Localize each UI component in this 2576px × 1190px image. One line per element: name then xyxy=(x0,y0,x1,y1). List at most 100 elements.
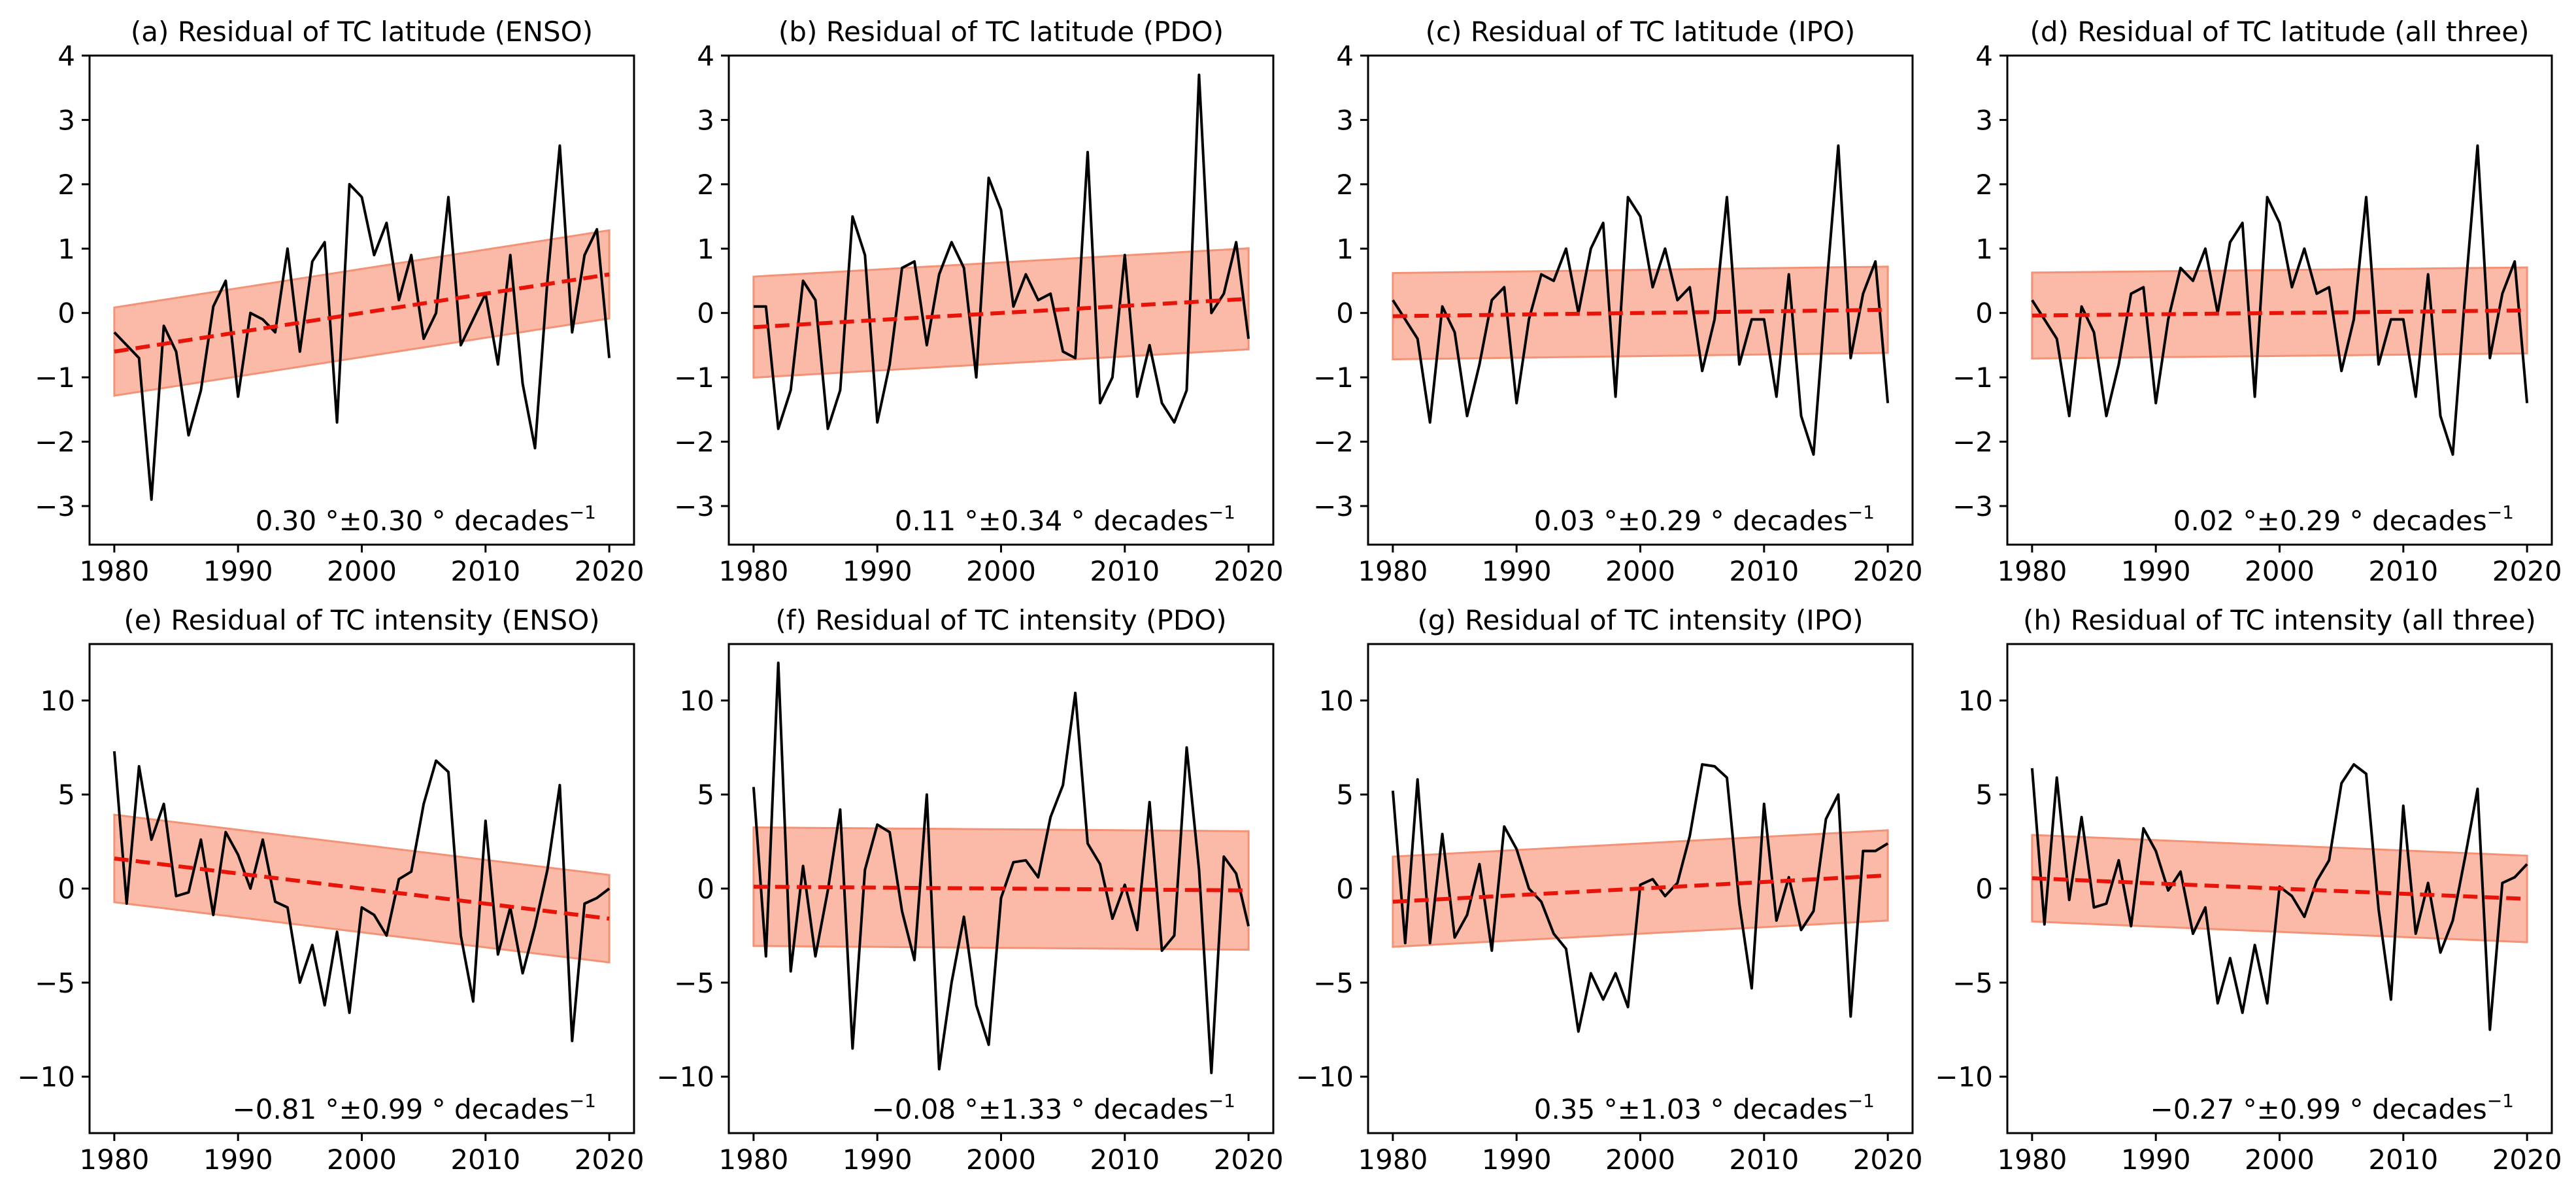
x-tick-label: 1990 xyxy=(1482,555,1552,587)
y-tick-label: 5 xyxy=(1975,779,1993,811)
y-tick-label: 4 xyxy=(1336,40,1354,72)
x-tick-label: 2020 xyxy=(575,555,644,587)
y-tick-label: 4 xyxy=(697,40,714,72)
x-tick-label: 2010 xyxy=(1729,1144,1799,1176)
y-tick-label: 2 xyxy=(697,169,714,201)
panel-a: 1980 1990 2000 2010 2020 4 3 2 1 0 −1 −2 −3 (a) Resid… xyxy=(35,16,644,587)
residual-line xyxy=(2031,144,2529,456)
residual-line xyxy=(113,144,611,502)
y-tick-label: 0 xyxy=(1975,873,1993,905)
x-tick-label: 1990 xyxy=(843,555,912,587)
panel-title: (b) Residual of TC latitude (PDO) xyxy=(778,16,1224,48)
y-tick-label: 5 xyxy=(697,779,714,811)
trend-annotation: −0.08 °±1.33 ° decades−1 xyxy=(872,1090,1235,1125)
x-tick-label: 2020 xyxy=(1853,555,1923,587)
trend-annotation: −0.81 °±0.99 ° decades−1 xyxy=(233,1090,596,1125)
x-tick-label: 2010 xyxy=(1090,555,1160,587)
y-tick-label: 1 xyxy=(697,233,714,265)
y-tick-label: 10 xyxy=(1958,685,1993,717)
x-tick-label: 2020 xyxy=(1214,555,1284,587)
y-tick-label: −1 xyxy=(674,362,714,394)
y-tick-label: −5 xyxy=(1313,967,1354,999)
y-tick-label: −10 xyxy=(17,1061,75,1093)
x-tick-label: 2000 xyxy=(2245,555,2315,587)
panel-title: (d) Residual of TC latitude (all three) xyxy=(2030,16,2530,48)
y-tick-label: 1 xyxy=(1975,233,1993,265)
trend-annotation: 0.03 °±0.29 ° decades−1 xyxy=(1534,502,1875,537)
y-tick-label: 4 xyxy=(1975,40,1993,72)
trend-annotation: 0.30 °±0.30 ° decades−1 xyxy=(256,502,596,537)
x-tick-label: 1990 xyxy=(1482,1144,1552,1176)
x-tick-label: 2010 xyxy=(2368,555,2438,587)
y-tick-label: −5 xyxy=(674,967,714,999)
y-tick-label: 1 xyxy=(58,233,75,265)
y-tick-label: −10 xyxy=(1296,1061,1354,1093)
residual-line xyxy=(752,661,1250,1074)
x-tick-label: 1980 xyxy=(1358,555,1428,587)
y-tick-label: −3 xyxy=(674,490,714,522)
x-tick-label: 1980 xyxy=(1997,1144,2067,1176)
x-tick-label: 1990 xyxy=(843,1144,912,1176)
residual-line xyxy=(112,751,611,1042)
y-tick-label: 0 xyxy=(697,298,714,330)
x-tick-label: 1980 xyxy=(1358,1144,1428,1176)
x-tick-label: 2010 xyxy=(450,1144,520,1176)
y-tick-label: −1 xyxy=(1952,362,1993,394)
panel-title: (c) Residual of TC latitude (IPO) xyxy=(1426,16,1856,48)
y-tick-label: 0 xyxy=(58,873,75,905)
x-tick-label: 2000 xyxy=(327,1144,397,1176)
x-tick-label: 2000 xyxy=(1605,555,1675,587)
y-tick-label: 3 xyxy=(697,104,714,136)
panel-title: (h) Residual of TC intensity (all three) xyxy=(2023,604,2536,636)
trend-line xyxy=(753,297,1249,330)
x-tick-label: 1980 xyxy=(79,555,149,587)
y-tick-label: 0 xyxy=(1336,873,1354,905)
y-tick-label: −1 xyxy=(35,362,75,394)
trend-annotation: 0.02 °±0.29 ° decades−1 xyxy=(2173,502,2514,537)
panel-title: (e) Residual of TC intensity (ENSO) xyxy=(124,604,599,636)
x-tick-label: 2020 xyxy=(575,1144,644,1176)
y-tick-label: −3 xyxy=(35,490,75,522)
y-tick-label: 5 xyxy=(1336,779,1354,811)
panel-title: (f) Residual of TC intensity (PDO) xyxy=(775,604,1226,636)
x-tick-label: 2000 xyxy=(966,1144,1036,1176)
y-tick-label: −3 xyxy=(1313,490,1354,522)
x-tick-label: 2000 xyxy=(966,555,1036,587)
x-tick-label: 2010 xyxy=(1729,555,1799,587)
x-tick-label: 2010 xyxy=(450,555,520,587)
y-tick-label: 10 xyxy=(41,685,75,717)
residual-line xyxy=(753,73,1250,430)
y-tick-label: −5 xyxy=(35,967,75,999)
y-tick-label: −1 xyxy=(1313,362,1354,394)
panel-title: (g) Residual of TC intensity (IPO) xyxy=(1417,604,1863,636)
y-tick-label: 3 xyxy=(58,104,75,136)
x-tick-label: 2000 xyxy=(2245,1144,2315,1176)
x-tick-label: 1980 xyxy=(718,555,788,587)
y-tick-label: 1 xyxy=(1336,233,1354,265)
y-tick-label: −10 xyxy=(1935,1061,1993,1093)
x-tick-label: 2010 xyxy=(1090,1144,1160,1176)
x-tick-label: 1990 xyxy=(203,1144,273,1176)
y-tick-label: 3 xyxy=(1336,104,1354,136)
trend-annotation: 0.35 °±1.03 ° decades−1 xyxy=(1534,1090,1875,1125)
y-tick-label: 4 xyxy=(58,40,75,72)
panel-c: 1980 1990 2000 2010 2020 4 3 2 1 0 −1 −2 −3 (c) Resid… xyxy=(1313,16,1923,587)
x-tick-label: 1980 xyxy=(1997,555,2067,587)
x-tick-label: 2000 xyxy=(327,555,397,587)
trend-line xyxy=(2032,308,2528,318)
x-tick-label: 2020 xyxy=(1853,1144,1923,1176)
y-tick-label: 2 xyxy=(58,169,75,201)
panel-f: 1980 1990 2000 2010 2020 10 5 0 −5 −10 (f) Residua… xyxy=(656,604,1283,1176)
y-tick-label: −10 xyxy=(656,1061,714,1093)
x-tick-label: 1990 xyxy=(2121,555,2191,587)
x-tick-label: 1990 xyxy=(2121,1144,2191,1176)
trend-line xyxy=(753,885,1249,892)
x-tick-label: 2020 xyxy=(1214,1144,1284,1176)
y-tick-label: 2 xyxy=(1336,169,1354,201)
x-tick-label: 2000 xyxy=(1605,1144,1675,1176)
y-tick-label: 3 xyxy=(1975,104,1993,136)
y-tick-label: 0 xyxy=(1336,298,1354,330)
residual-line xyxy=(1391,763,1889,1033)
y-tick-label: −5 xyxy=(1952,967,1993,999)
